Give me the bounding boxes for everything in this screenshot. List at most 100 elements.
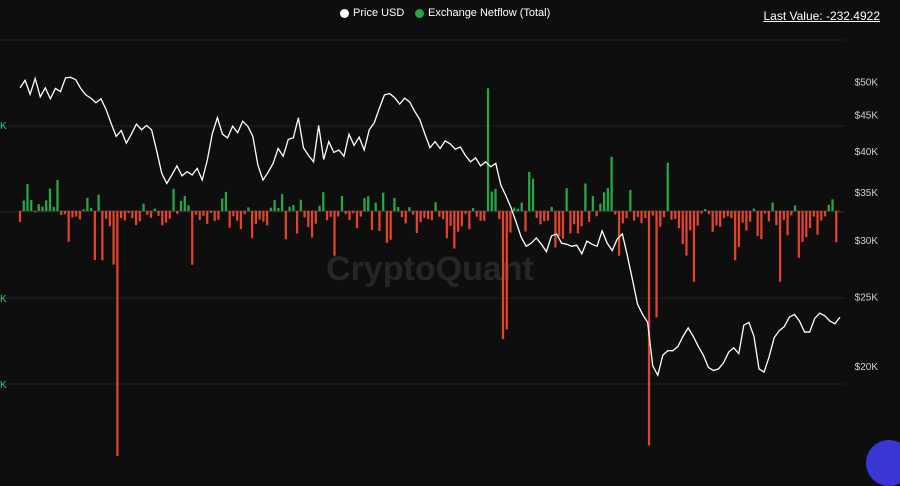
netflow-bar bbox=[475, 211, 478, 217]
right-axis-ticks: $20K $25K $30K $35K $40K $45K $50K bbox=[855, 78, 879, 373]
netflow-bar bbox=[812, 211, 815, 217]
netflow-bars bbox=[18, 88, 842, 456]
netflow-bar bbox=[737, 211, 741, 247]
netflow-bar bbox=[176, 211, 179, 214]
netflow-bar bbox=[625, 211, 628, 219]
netflow-bar bbox=[254, 211, 258, 225]
netflow-bar bbox=[277, 208, 280, 211]
netflow-bar bbox=[337, 211, 340, 217]
netflow-bar bbox=[284, 211, 287, 240]
netflow-bar bbox=[266, 211, 269, 226]
netflow-bar bbox=[528, 171, 531, 211]
netflow-bar bbox=[329, 211, 332, 217]
netflow-bar bbox=[580, 211, 583, 227]
netflow-bar bbox=[183, 195, 186, 211]
netflow-bar bbox=[745, 211, 748, 231]
netflow-bar bbox=[67, 211, 70, 242]
netflow-bar bbox=[251, 211, 254, 239]
netflow-bar bbox=[404, 211, 407, 224]
netflow-bar bbox=[397, 207, 400, 211]
netflow-bar bbox=[801, 211, 804, 242]
left-axis-tick-label: K bbox=[0, 121, 7, 132]
netflow-bar bbox=[494, 188, 497, 211]
chat-bubble-icon[interactable] bbox=[866, 440, 900, 486]
netflow-bar bbox=[22, 200, 25, 211]
netflow-bar bbox=[617, 211, 621, 256]
legend-item-netflow[interactable]: Exchange Netflow (Total) bbox=[415, 7, 550, 19]
netflow-bar bbox=[479, 211, 482, 221]
netflow-bar bbox=[808, 211, 812, 229]
left-axis-tick-label: K bbox=[0, 380, 7, 391]
netflow-bar bbox=[602, 192, 606, 211]
netflow-bar bbox=[378, 211, 381, 232]
netflow-bar bbox=[707, 211, 711, 215]
netflow-bar bbox=[543, 211, 546, 222]
netflow-bar bbox=[606, 188, 609, 211]
netflow-bar bbox=[456, 211, 460, 232]
netflow-bar bbox=[662, 211, 666, 218]
netflow-bar bbox=[831, 199, 834, 211]
netflow-bar bbox=[468, 211, 471, 230]
netflow-bar bbox=[752, 208, 756, 211]
legend-dot-price-icon bbox=[340, 8, 349, 18]
netflow-bar bbox=[119, 211, 123, 219]
netflow-bar bbox=[352, 211, 355, 214]
netflow-bar bbox=[367, 196, 370, 211]
netflow-bar bbox=[741, 211, 744, 223]
netflow-bar bbox=[550, 206, 553, 211]
netflow-bar bbox=[318, 205, 321, 211]
netflow-bar bbox=[52, 206, 55, 211]
netflow-bar bbox=[835, 211, 838, 243]
netflow-bar bbox=[516, 208, 520, 211]
netflow-bar bbox=[441, 211, 445, 220]
netflow-bar bbox=[524, 211, 527, 232]
netflow-bar bbox=[756, 211, 759, 237]
netflow-bar bbox=[647, 211, 651, 446]
netflow-bar bbox=[722, 211, 726, 219]
netflow-bar bbox=[569, 211, 572, 234]
netflow-bar bbox=[659, 211, 662, 227]
netflow-bar bbox=[460, 211, 463, 227]
netflow-bar bbox=[243, 211, 246, 215]
netflow-bar bbox=[370, 211, 374, 230]
netflow-bar bbox=[179, 200, 183, 211]
netflow-bar bbox=[749, 211, 752, 222]
netflow-bar bbox=[348, 211, 351, 221]
netflow-bar bbox=[269, 207, 272, 211]
netflow-bar bbox=[760, 211, 763, 240]
netflow-bar bbox=[131, 211, 134, 219]
netflow-bar bbox=[187, 205, 190, 211]
netflow-bar bbox=[41, 206, 44, 211]
right-axis-tick-label: $30K bbox=[855, 236, 879, 247]
netflow-bar bbox=[614, 211, 617, 215]
legend-item-price[interactable]: Price USD bbox=[340, 7, 404, 19]
netflow-bar bbox=[299, 199, 302, 211]
netflow-bar bbox=[138, 211, 141, 222]
netflow-bar bbox=[355, 211, 359, 229]
netflow-bar bbox=[793, 205, 797, 211]
netflow-bar bbox=[168, 211, 171, 219]
netflow-bar bbox=[75, 211, 78, 217]
last-value-readout[interactable]: Last Value: -232.4922 bbox=[763, 9, 880, 23]
netflow-bar bbox=[127, 211, 130, 214]
netflow-bar bbox=[385, 211, 389, 243]
netflow-bar bbox=[63, 211, 67, 215]
netflow-bar bbox=[595, 211, 598, 217]
netflow-bar bbox=[561, 211, 565, 239]
netflow-bar bbox=[374, 202, 377, 211]
netflow-bar bbox=[149, 211, 153, 218]
netflow-bar bbox=[644, 211, 647, 218]
netflow-bar bbox=[33, 211, 37, 213]
right-axis-tick-label: $40K bbox=[855, 147, 879, 158]
netflow-bar bbox=[340, 195, 344, 211]
netflow-bar bbox=[486, 88, 490, 211]
netflow-bar bbox=[86, 197, 89, 211]
netflow-bar bbox=[696, 211, 699, 226]
netflow-bar bbox=[310, 211, 314, 238]
netflow-bar bbox=[295, 211, 299, 234]
netflow-bar bbox=[363, 198, 366, 211]
netflow-bar bbox=[531, 178, 535, 211]
netflow-bar bbox=[692, 211, 696, 282]
netflow-bar bbox=[584, 183, 587, 211]
netflow-bar bbox=[719, 211, 722, 227]
